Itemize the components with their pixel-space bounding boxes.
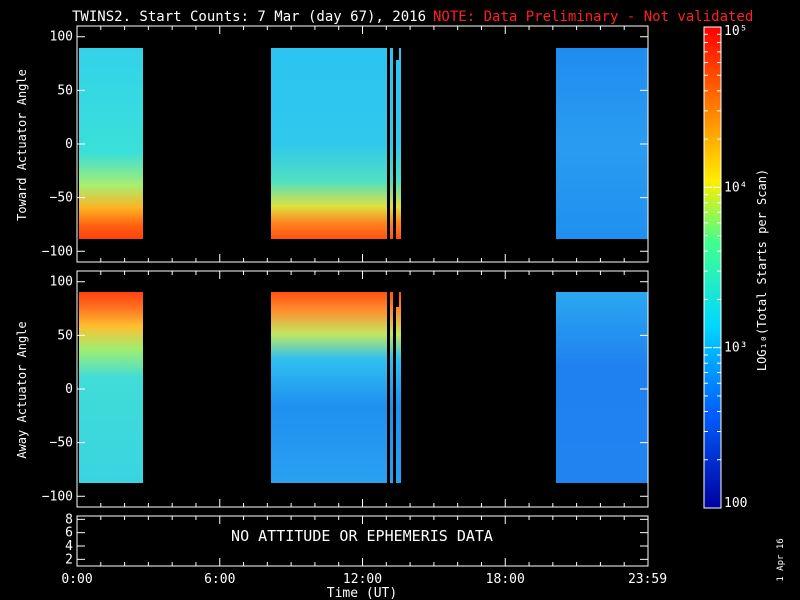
panel-toward-ytick-label-2: 0 [65,137,73,152]
heatmap-block-3 [556,48,648,239]
preliminary-note: NOTE: Data Preliminary - Not validated [433,9,753,25]
x-tick-label-2: 12:00 [343,572,382,587]
heatmap-dropout-5 [393,292,396,483]
panel-away-ytick-label-4: −100 [42,489,73,504]
x-tick-label-3: 18:00 [486,572,525,587]
date-stamp: 1 Apr 16 [776,538,786,581]
panel-ephemeris-ytick-label-3: 2 [65,552,73,567]
no-data-message: NO ATTITUDE OR EPHEMERIS DATA [231,527,493,545]
panel-toward [79,48,648,239]
heatmap-dropout-1 [387,48,390,239]
x-tick-labels: 0:00 6:00 12:00 18:00 23:59 [61,572,667,587]
panel-away [79,292,648,483]
colorbar-tick-label-3: 100 [724,496,747,511]
panel-away-ytick-label-1: 50 [57,328,73,343]
heatmap-dropout-6 [396,292,399,307]
heatmap-dropout-2 [393,48,396,239]
panel-toward-ytick-label-1: 50 [57,83,73,98]
chart-title: TWINS2. Start Counts: 7 Mar (day 67), 20… [72,9,426,25]
colorbar-tick-label-0: 10⁵ [724,24,747,39]
panel-toward-ytick-label-4: −100 [42,244,73,259]
panel-ephemeris-ytick-label-1: 6 [65,526,73,541]
panel-away-ticks: 100 50 0 −50 −100 [42,271,649,507]
colorbar-tick-label-1: 10⁴ [724,180,747,195]
x-tick-label-4: 23:59 [628,572,667,587]
x-tick-label-0: 0:00 [61,572,92,587]
panel-toward-ticks: 100 50 0 −50 −100 [42,26,649,262]
heatmap-block-2 [271,48,401,239]
panel-toward-ylabel: Toward Actuator Angle [15,69,29,221]
heatmap-dropout-3 [396,48,399,60]
panel-toward-ytick-label-0: 100 [50,30,73,45]
panel-away-ytick-label-3: −50 [50,436,73,451]
panel-away-ylabel: Away Actuator Angle [15,321,29,458]
heatmap-dropout-4 [387,292,390,483]
panel-toward-ytick-label-3: −50 [50,191,73,206]
panel-ephemeris-ytick-label-2: 4 [65,539,73,554]
panel-ephemeris-ytick-label-0: 8 [65,512,73,527]
panel-away-ytick-label-0: 100 [50,275,73,290]
panel-away-ytick-label-2: 0 [65,382,73,397]
colorbar [703,26,722,509]
x-axis-label: Time (UT) [327,586,397,600]
colorbar-ticks: 10⁵ 10⁴ 10³ 100 [704,24,747,511]
heatmap-block-5 [271,292,401,483]
colorbar-label: LOG₁₀(Total Starts per Scan) [755,169,769,371]
colorbar-tick-label-2: 10³ [724,341,747,356]
heatmap-block-4 [79,292,143,483]
x-tick-label-1: 6:00 [204,572,235,587]
heatmap-block-1 [79,48,143,239]
heatmap-block-6 [556,292,648,483]
